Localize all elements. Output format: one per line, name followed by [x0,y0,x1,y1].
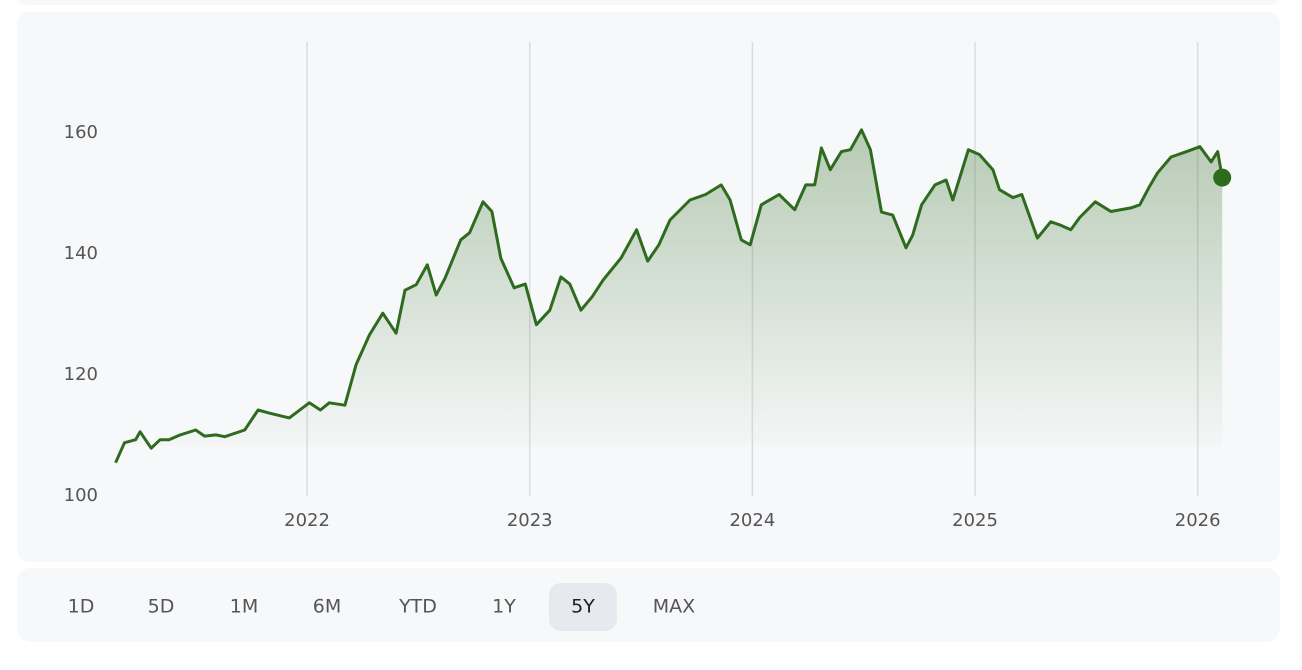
range-buttons: 1D 5D 1M 6M YTD 1Y 5Y MAX [68,583,695,631]
range-button[interactable]: 1M [230,596,258,618]
range-button[interactable]: 1D [68,596,95,618]
range-button-label[interactable]: 5Y [571,596,595,618]
range-button-label[interactable]: 5D [148,596,175,618]
last-point [1213,168,1232,187]
y-tick-label: 100 [64,485,98,506]
x-tick-label: 2024 [729,510,775,531]
range-button[interactable]: 5D [148,596,175,618]
x-tick-label: 2026 [1175,510,1221,531]
range-button-bg[interactable] [549,583,617,631]
x-tick-label: 2023 [507,510,553,531]
range-button-label[interactable]: YTD [398,596,437,618]
x-tick-label: 2022 [284,510,330,531]
range-button[interactable]: 1Y [492,596,516,618]
range-button[interactable]: MAX [653,596,695,618]
y-tick-label: 140 [64,243,98,264]
plot: 100 120 140 160 2022 2023 2024 2025 2026 [64,42,1232,531]
y-tick-label: 160 [64,122,98,143]
range-button[interactable]: 6M [313,596,341,618]
range-button-label[interactable]: 1D [68,596,95,618]
x-tick-label: 2025 [952,510,998,531]
price-line [114,128,1224,464]
range-button-label[interactable]: 6M [313,596,341,618]
area [115,129,1223,463]
range-button-label[interactable]: MAX [653,596,695,618]
y-tick-label: 120 [64,364,98,385]
range-button-label[interactable]: 1M [230,596,258,618]
top-card [18,0,1279,5]
range-card [17,568,1280,642]
range-button-label[interactable]: 1Y [492,596,516,618]
range-button[interactable]: 5Y [549,583,617,631]
range-button[interactable]: YTD [398,596,437,618]
